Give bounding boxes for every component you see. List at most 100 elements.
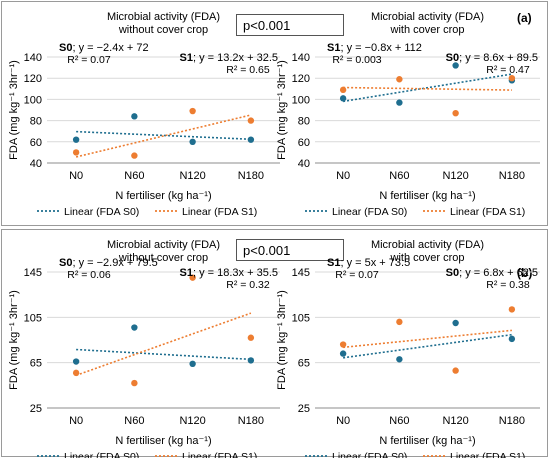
chart-0-equation-s0: S0; y = −2.4x + 72 (59, 42, 149, 54)
chart-0-y-tick-label: 80 (30, 116, 42, 128)
chart-0-point-s0-N120 (189, 138, 196, 145)
chart-3-y-tick-label: 105 (292, 312, 310, 324)
chart-1-y-tick-label: 140 (292, 52, 310, 64)
chart-2-point-s0-N120 (189, 360, 196, 367)
p-value-box-b: p<0.001 (236, 239, 344, 261)
chart-1-trendline-s0 (342, 73, 513, 103)
chart-0-trendline-s1 (75, 114, 252, 158)
chart-0-equation-s0-series: S0 (59, 42, 72, 54)
chart-2-subtitle: without cover crop (118, 252, 208, 264)
chart-1-equation-s0-formula: ; y = 8.6x + 89.5 (459, 52, 538, 64)
chart-0-point-s1-N120 (189, 107, 196, 115)
chart-0-point-s0-N0 (72, 136, 80, 143)
chart-0-y-tick-label: 140 (24, 52, 42, 64)
chart-1-x-tick-label-N0: N0 (336, 170, 350, 182)
chart-3-equation-s0: S0; y = 6.8x + 62.5 (446, 267, 538, 279)
chart-1-point-s1-N0 (339, 86, 347, 94)
chart-3-r2-s0: R² = 0.38 (486, 279, 530, 291)
chart-2-equation-s1-series: S1 (180, 267, 193, 279)
chart-3-trendline-s0 (343, 333, 512, 359)
panel-a (1, 1, 548, 226)
chart-2-title: Microbial activity (FDA) (107, 239, 220, 251)
chart-2-x-tick-label-N120: N120 (179, 415, 205, 427)
chart-0-point-s0-N60 (131, 113, 138, 120)
chart-0-y-tick-label: 60 (30, 137, 42, 149)
chart-2-x-axis-title: N fertiliser (kg ha⁻¹) (115, 435, 211, 447)
chart-2-trendline-s1 (75, 312, 252, 377)
chart-1-legend-label-s0: Linear (FDA S0) (332, 206, 407, 218)
chart-2-legend-label-s1: Linear (FDA S1) (182, 451, 257, 458)
chart-2-legend-label-s0: Linear (FDA S0) (64, 451, 139, 458)
chart-3-equation-s1-formula: ; y = 5x + 73.5 (340, 257, 410, 269)
chart-1-r2-s0: R² = 0.47 (486, 64, 530, 76)
chart-3-y-axis-title: FDA (mg kg⁻¹ 3hr⁻¹) (276, 290, 288, 390)
chart-3-r2-s1: R² = 0.07 (335, 269, 379, 281)
chart-2-y-tick-label: 65 (30, 358, 42, 370)
chart-1-point-s0-N120 (452, 62, 459, 69)
chart-2-y-axis-title: FDA (mg kg⁻¹ 3hr⁻¹) (8, 290, 20, 390)
chart-1-point-s1-N120 (452, 109, 459, 117)
chart-2-trendline-s0 (76, 348, 251, 361)
chart-3-x-tick-label-N180: N180 (499, 415, 525, 427)
chart-1-x-tick-label-N180: N180 (499, 170, 525, 182)
chart-1-y-axis-title: FDA (mg kg⁻¹ 3hr⁻¹) (276, 60, 288, 160)
chart-0-x-axis-title: N fertiliser (kg ha⁻¹) (115, 190, 211, 202)
chart-3-subtitle: with cover crop (390, 252, 465, 264)
chart-3-y-tick-label: 65 (298, 358, 310, 370)
chart-1-r2-s1: R² = 0.003 (332, 54, 381, 66)
chart-0-point-s1-N180 (247, 117, 255, 124)
chart-1-title: Microbial activity (FDA) (371, 11, 484, 23)
chart-2-equation-s1: S1; y = 18.3x + 35.5 (180, 267, 278, 279)
chart-0-trendline-s0 (76, 130, 251, 141)
chart-0-title: Microbial activity (FDA) (107, 11, 220, 23)
chart-2-point-s1-N120 (189, 274, 196, 281)
chart-1-y-tick-label: 60 (298, 137, 310, 149)
chart-3-x-tick-label-N60: N60 (389, 415, 409, 427)
chart-2-r2-s0: R² = 0.06 (67, 269, 111, 281)
chart-3-legend-label-s0: Linear (FDA S0) (332, 451, 407, 458)
chart-2-y-tick-label: 25 (30, 403, 42, 415)
chart-3-point-s1-N180 (508, 306, 516, 313)
chart-2-x-tick-label-N180: N180 (238, 415, 264, 427)
chart-0-r2-s0: R² = 0.07 (67, 54, 111, 66)
chart-1-point-s0-N0 (339, 95, 347, 102)
chart-1-point-s0-N60 (396, 99, 403, 106)
chart-2-y-tick-label: 145 (24, 267, 42, 279)
chart-3-equation-s0-series: S0 (446, 267, 459, 279)
chart-0-equation-s1: S1; y = 13.2x + 32.5 (180, 52, 278, 64)
chart-3-equation-s0-formula: ; y = 6.8x + 62.5 (459, 267, 538, 279)
chart-3-equation-s1-series: S1 (327, 257, 340, 269)
chart-2-r2-s1: R² = 0.32 (226, 279, 270, 291)
chart-3-point-s0-N120 (452, 319, 459, 327)
chart-1-x-tick-label-N60: N60 (389, 170, 409, 182)
chart-2-point-s0-N180 (247, 357, 255, 364)
chart-0-x-tick-label-N0: N0 (69, 170, 83, 182)
chart-0-x-tick-label-N120: N120 (179, 170, 205, 182)
chart-1-equation-s1-series: S1 (327, 42, 340, 54)
chart-2-equation-s0-formula: ; y = −2.9x + 79.5 (72, 257, 157, 269)
chart-0-equation-s1-series: S1 (180, 52, 193, 64)
chart-2-x-tick-label-N60: N60 (124, 415, 144, 427)
p-value-box-a: p<0.001 (236, 14, 344, 36)
chart-2-point-s1-N60 (131, 379, 138, 387)
chart-2-equation-s0-series: S0 (59, 257, 72, 269)
chart-0-point-s1-N0 (72, 149, 80, 156)
chart-1-point-s1-N60 (396, 76, 403, 83)
chart-1-y-tick-label: 100 (292, 94, 310, 106)
chart-0-y-tick-label: 120 (24, 73, 42, 85)
chart-3-point-s0-N0 (339, 350, 347, 357)
chart-1-equation-s0: S0; y = 8.6x + 89.5 (446, 52, 538, 64)
chart-1-y-tick-label: 80 (298, 116, 310, 128)
chart-1-x-tick-label-N120: N120 (442, 170, 468, 182)
chart-0-y-tick-label: 100 (24, 94, 42, 106)
chart-3-point-s1-N60 (396, 318, 403, 326)
chart-1-equation-s1-formula: ; y = −0.8x + 112 (340, 42, 421, 54)
chart-3-x-tick-label-N0: N0 (336, 415, 350, 427)
chart-3-equation-s1: S1; y = 5x + 73.5 (327, 257, 410, 269)
chart-0-subtitle: without cover crop (118, 24, 208, 36)
chart-1-y-tick-label: 40 (298, 158, 310, 170)
chart-2-equation-s1-formula: ; y = 18.3x + 35.5 (193, 267, 278, 279)
chart-0-point-s0-N180 (247, 136, 255, 143)
chart-3-y-tick-label: 25 (298, 403, 310, 415)
chart-0-y-tick-label: 40 (30, 158, 42, 170)
